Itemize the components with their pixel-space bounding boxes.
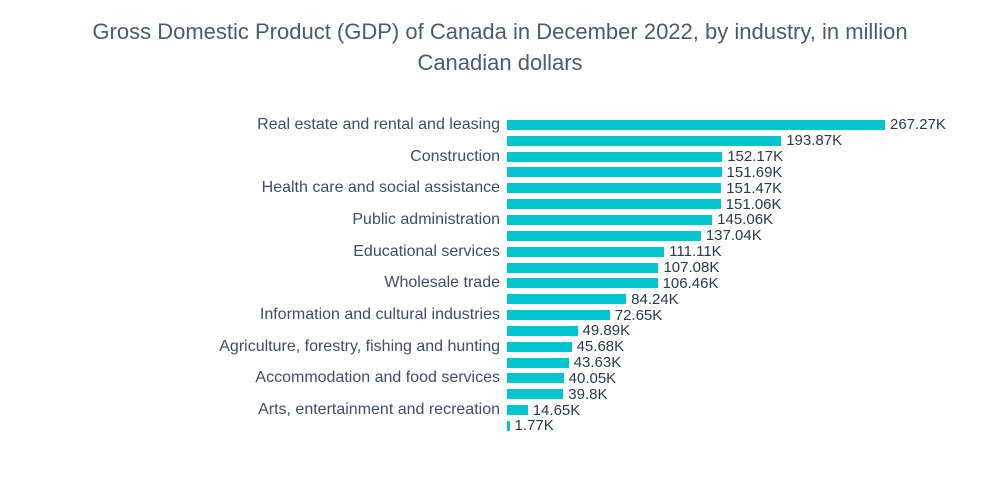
bar-area: 45.68K (507, 338, 1000, 355)
bar-row: 39.8K (0, 386, 1000, 403)
bar-row: Information and cultural industries 72.65… (0, 306, 1000, 324)
bar-row: 49.89K (0, 322, 1000, 339)
bar-row: 107.08K (0, 259, 1000, 276)
bar[interactable] (507, 325, 578, 336)
bar-area: 84.24K (507, 291, 1000, 308)
bar-area: 145.06K (507, 211, 1000, 228)
bar-area: 137.04K (507, 227, 1000, 244)
category-label: Wholesale trade (384, 274, 500, 292)
value-label: 145.06K (717, 211, 774, 229)
bar-row: Wholesale trade 106.46K (0, 274, 1000, 292)
bar-area: 1.77K (507, 417, 1000, 434)
bar[interactable] (507, 357, 569, 368)
value-label: 40.05K (568, 369, 617, 387)
value-label: 14.65K (532, 401, 581, 419)
bar-area: 49.89K (507, 322, 1000, 339)
value-label: 39.8K (568, 385, 608, 403)
bar-row: 84.24K (0, 291, 1000, 308)
value-label: 43.63K (573, 354, 622, 372)
value-label: 49.89K (582, 322, 631, 340)
bar-row: 1.77K (0, 417, 1000, 434)
bar[interactable] (507, 183, 722, 194)
bar-area: 39.8K (507, 386, 1000, 403)
bar[interactable] (507, 246, 665, 257)
value-label: 106.46K (662, 274, 719, 292)
bar-row: 151.06K (0, 196, 1000, 213)
value-label: 151.06K (725, 195, 782, 213)
bar-row: 137.04K (0, 227, 1000, 244)
bar-area: 72.65K (507, 307, 1000, 324)
bar-area: 151.06K (507, 196, 1000, 213)
bar[interactable] (507, 199, 721, 210)
value-label: 45.68K (576, 338, 625, 356)
bar-area: 193.87K (507, 132, 1000, 149)
bar-row: Real estate and rental and leasing 267.27… (0, 115, 1000, 134)
bar[interactable] (507, 420, 510, 431)
bar-row: Health care and social assistance 151.47K (0, 179, 1000, 197)
category-label: Accommodation and food services (255, 369, 500, 387)
value-label: 152.17K (727, 148, 784, 166)
bar-area: 107.08K (507, 259, 1000, 276)
bar-area: 152.17K (507, 148, 1000, 165)
bar-row: Arts, entertainment and recreation 14.65K (0, 401, 1000, 419)
value-label: 151.69K (726, 163, 783, 181)
bar[interactable] (507, 230, 701, 241)
bar-row: Educational services 111.11K (0, 242, 1000, 261)
bar[interactable] (507, 151, 723, 162)
value-label: 1.77K (514, 417, 554, 435)
bar[interactable] (507, 262, 659, 273)
bar-row: Construction 152.17K (0, 147, 1000, 166)
bar-chart: Real estate and rental and leasing 267.27… (0, 115, 1000, 435)
bar-area: 151.47K (507, 180, 1000, 197)
value-label: 84.24K (631, 290, 679, 308)
category-label: Educational services (353, 242, 500, 260)
category-label: Agriculture, forestry, fishing and hunti… (219, 337, 500, 355)
bar-area: 151.69K (507, 164, 1000, 181)
value-label: 193.87K (786, 132, 843, 150)
bar-row: Public administration 145.06K (0, 210, 1000, 229)
bar-area: 40.05K (507, 370, 1000, 387)
bar[interactable] (507, 341, 572, 352)
bar[interactable] (507, 119, 885, 130)
bar-area: 106.46K (507, 275, 1000, 292)
bar-area: 111.11K (507, 243, 1000, 260)
bar[interactable] (507, 294, 627, 305)
bar-row: Agriculture, forestry, fishing and hunti… (0, 337, 1000, 356)
value-label: 111.11K (669, 243, 722, 261)
bar[interactable] (507, 278, 658, 289)
bar[interactable] (507, 405, 528, 416)
bar[interactable] (507, 214, 713, 225)
bar[interactable] (507, 310, 610, 321)
value-label: 72.65K (614, 306, 663, 324)
bar[interactable] (507, 389, 564, 400)
category-label: Public administration (352, 210, 500, 228)
bar-row: 151.69K (0, 164, 1000, 181)
value-label: 107.08K (663, 259, 720, 277)
bar[interactable] (507, 167, 722, 178)
category-label: Information and cultural industries (259, 306, 500, 324)
category-label: Real estate and rental and leasing (257, 115, 500, 133)
category-label: Arts, entertainment and recreation (258, 401, 500, 419)
bar-area: 14.65K (507, 402, 1000, 419)
bar-row: 43.63K (0, 354, 1000, 371)
bar[interactable] (507, 373, 564, 384)
value-label: 151.47K (726, 179, 783, 197)
bar[interactable] (507, 135, 782, 146)
bar-area: 43.63K (507, 354, 1000, 371)
chart-title: Gross Domestic Product (GDP) of Canada i… (92, 19, 908, 76)
bar-row: 193.87K (0, 132, 1000, 149)
value-label: 137.04K (705, 227, 762, 245)
bar-area: 267.27K (507, 116, 1000, 133)
category-label: Health care and social assistance (261, 179, 500, 197)
bar-row: Accommodation and food services 40.05K (0, 369, 1000, 387)
category-label: Construction (410, 147, 500, 165)
value-label: 267.27K (890, 116, 946, 134)
